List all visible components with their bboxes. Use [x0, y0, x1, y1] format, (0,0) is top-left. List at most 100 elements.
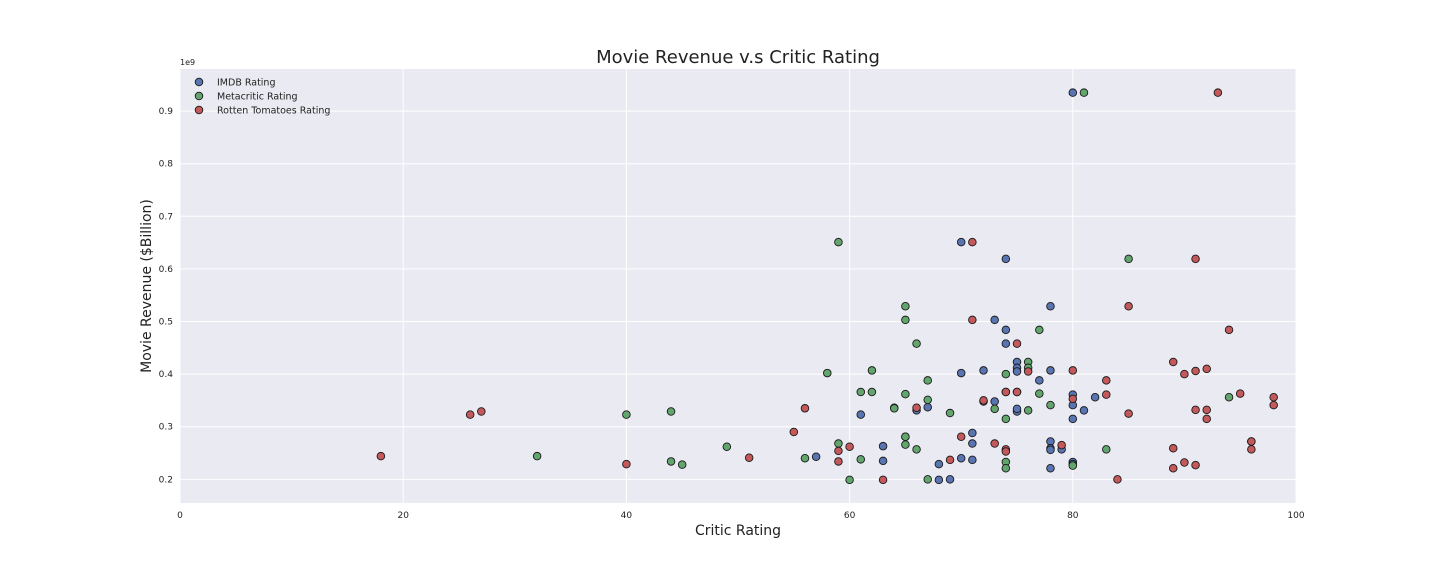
- scatter-point: [532, 451, 542, 461]
- scatter-point: [823, 368, 832, 378]
- data-points: [376, 88, 1278, 485]
- scatter-point: [945, 455, 955, 465]
- scatter-point: [722, 442, 732, 451]
- scatter-point: [878, 456, 888, 466]
- scatter-point: [934, 475, 944, 485]
- grid-lines: [179, 69, 1297, 503]
- scatter-point: [1001, 369, 1011, 379]
- scatter-point: [990, 397, 999, 406]
- scatter-point: [1012, 404, 1022, 414]
- scatter-point: [1001, 414, 1011, 424]
- scatter-point: [1124, 254, 1133, 264]
- scatter-point: [990, 315, 999, 325]
- scatter-point: [1168, 464, 1178, 473]
- scatter-point: [1035, 376, 1044, 385]
- scatter-point: [1202, 405, 1211, 415]
- y-tick-label: 0.5: [159, 318, 173, 328]
- scatter-point: [1068, 366, 1078, 375]
- y-axis-label: Movie Revenue ($Billion): [139, 199, 155, 373]
- scatter-point: [990, 439, 999, 448]
- scatter-point: [1191, 460, 1200, 470]
- scatter-point: [666, 407, 676, 416]
- series-1: [532, 88, 1234, 485]
- y-tick-label: 0.8: [159, 160, 174, 170]
- scatter-point: [901, 389, 910, 399]
- scatter-point: [677, 460, 687, 469]
- scatter-point: [867, 387, 877, 397]
- scatter-point: [856, 455, 866, 464]
- legend-label: Metacritic Rating: [217, 92, 298, 103]
- scatter-point: [956, 432, 966, 441]
- scatter-point: [1102, 445, 1111, 454]
- scatter-point: [945, 475, 955, 484]
- series-0: [811, 88, 1100, 485]
- scatter-point: [956, 368, 966, 378]
- scatter-point: [901, 440, 910, 449]
- scatter-point: [1023, 406, 1033, 415]
- scatter-point: [1191, 254, 1200, 264]
- y-tick-label: 0.7: [159, 212, 173, 222]
- scatter-point: [912, 339, 921, 348]
- scatter-point: [867, 366, 877, 375]
- scatter-point: [1191, 366, 1200, 376]
- scatter-point: [923, 395, 932, 405]
- scatter-point: [1023, 367, 1033, 376]
- scatter-point: [901, 315, 910, 325]
- y-tick-label: 0.9: [159, 107, 174, 117]
- x-tick-label: 40: [621, 511, 633, 521]
- scatter-point: [1269, 393, 1278, 402]
- scatter-point: [789, 427, 799, 437]
- scatter-point: [1102, 376, 1111, 385]
- scatter-point: [856, 410, 866, 419]
- scatter-point: [465, 410, 475, 419]
- scatter-point: [666, 457, 676, 466]
- scatter-point: [956, 237, 966, 247]
- scatter-point: [1102, 390, 1111, 399]
- scatter-point: [477, 407, 486, 416]
- scatter-point: [1090, 393, 1100, 402]
- plot-area: [180, 69, 1296, 503]
- scatter-point: [1001, 339, 1011, 348]
- scatter-point: [1012, 367, 1022, 376]
- y-tick-label: 0.2: [159, 475, 173, 485]
- scatter-point: [1124, 409, 1133, 418]
- scatter-point: [979, 366, 988, 375]
- tick-labels: 0 20 40 60 80 100 0.2 0.3 0.4 0.5 0.6 0.7 0.8 0.9: [159, 107, 1305, 521]
- scatter-point: [1001, 325, 1011, 335]
- scatter-point: [834, 457, 843, 466]
- scatter-point: [912, 403, 921, 413]
- scatter-point: [1079, 88, 1089, 97]
- scatter-point: [968, 315, 977, 325]
- scatter-point: [834, 446, 843, 456]
- scatter-point: [1247, 445, 1256, 454]
- scatter-point: [800, 454, 810, 463]
- scatter-point: [1180, 369, 1189, 379]
- x-tick-label: 20: [397, 511, 409, 521]
- scatter-point: [1180, 458, 1189, 467]
- x-tick-label: 60: [844, 511, 856, 521]
- scatter-point: [923, 376, 932, 385]
- scatter-point: [945, 408, 955, 418]
- scatter-point: [1124, 302, 1133, 311]
- scatter-point: [1235, 389, 1245, 398]
- scatter-point: [845, 442, 854, 451]
- scatter-point: [834, 439, 843, 448]
- legend-marker: [194, 77, 204, 87]
- scatter-point: [1224, 393, 1234, 402]
- scatter-point: [1035, 325, 1044, 335]
- y-axis-exponent-label: 1e9: [180, 58, 195, 67]
- scatter-point: [1168, 444, 1178, 453]
- scatter-point: [1046, 400, 1055, 410]
- scatter-point: [1213, 88, 1223, 97]
- scatter-point: [968, 455, 977, 465]
- scatter-point: [1046, 464, 1055, 473]
- scatter-point: [1012, 387, 1022, 397]
- scatter-point: [1247, 437, 1256, 446]
- scatter-point: [1202, 414, 1211, 424]
- scatter-point: [1079, 406, 1089, 415]
- legend-label: Rotten Tomatoes Rating: [217, 106, 330, 117]
- scatter-point: [934, 459, 944, 469]
- scatter-point: [878, 441, 888, 451]
- x-axis-label: Critic Rating: [695, 523, 781, 539]
